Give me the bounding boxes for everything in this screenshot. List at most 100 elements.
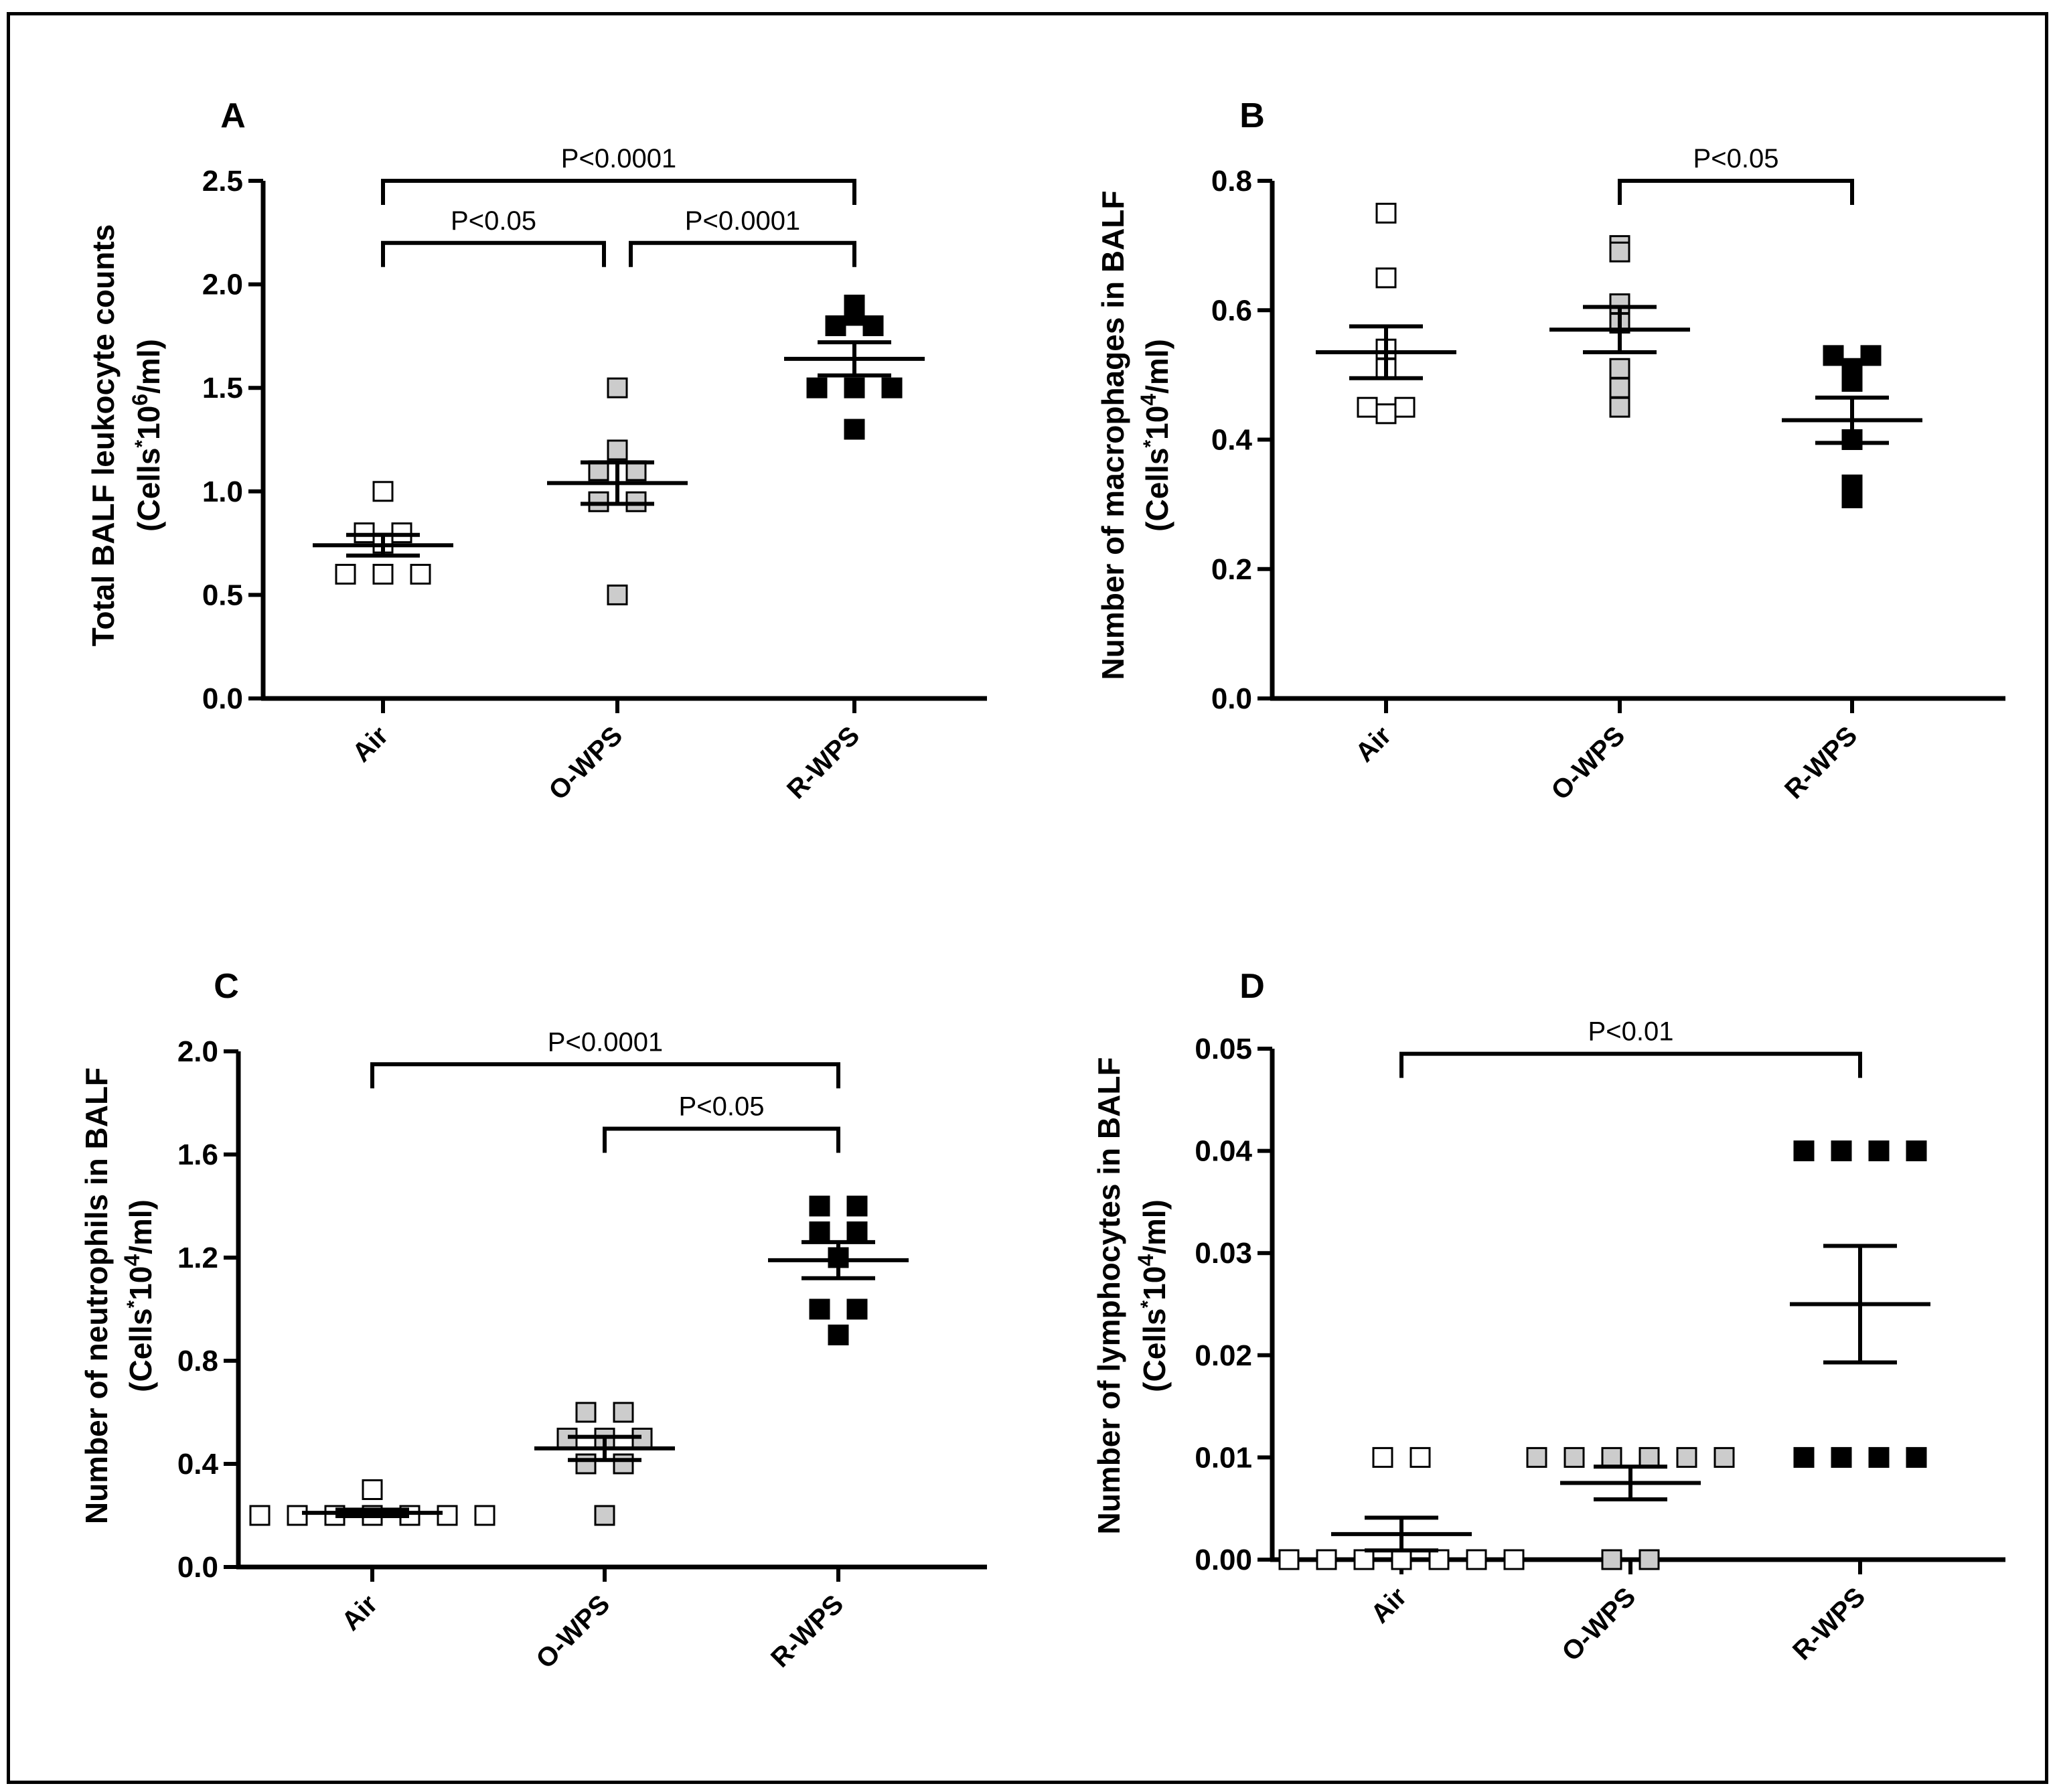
panel-letter: B — [1239, 96, 1265, 135]
y-axis-title: Number of neutrophils in BALF — [79, 1067, 114, 1524]
y-tick-label: 0.01 — [1195, 1441, 1252, 1474]
data-point-r-wps — [1860, 345, 1882, 366]
data-point-o-wps — [1638, 1446, 1660, 1468]
p-value-label: P<0.01 — [1588, 1017, 1674, 1047]
data-point-o-wps — [1526, 1446, 1547, 1468]
p-value-label: P<0.0001 — [561, 144, 676, 173]
data-point-r-wps — [844, 305, 865, 326]
data-point-o-wps — [1609, 377, 1630, 398]
y-tick-label: 0.0 — [202, 682, 243, 715]
data-point-o-wps — [588, 491, 609, 512]
y-tick-label: 0.4 — [177, 1448, 219, 1481]
data-point-r-wps — [1841, 371, 1863, 392]
data-point-air — [437, 1505, 458, 1526]
p-value-label: P<0.05 — [1693, 144, 1779, 173]
data-point-r-wps — [846, 1221, 868, 1242]
data-point-o-wps — [613, 1402, 634, 1423]
p-value-label: P<0.05 — [451, 206, 536, 236]
data-point-air — [1316, 1549, 1337, 1570]
data-point-r-wps — [881, 377, 903, 398]
y-tick-label: 2.0 — [177, 1035, 218, 1068]
data-point-o-wps — [607, 377, 628, 398]
x-category-label: O-WPS — [1556, 1582, 1641, 1667]
data-point-air — [1503, 1549, 1525, 1570]
data-point-o-wps — [575, 1453, 597, 1475]
data-point-air — [1466, 1549, 1487, 1570]
data-point-o-wps — [607, 439, 628, 461]
chart-panel-d: D Number of lymphocytes in BALF (Cells*104… — [1091, 967, 2005, 1667]
y-axis-unit: (Cells*104/ml) — [1136, 339, 1174, 532]
data-point-air — [1375, 202, 1397, 224]
x-category-label: Air — [1350, 721, 1397, 767]
panel-letter: C — [214, 967, 239, 1006]
data-point-o-wps — [594, 1505, 615, 1526]
y-tick-label: 2.0 — [202, 269, 243, 301]
x-category-label: R-WPS — [765, 1589, 849, 1673]
data-point-air — [249, 1505, 271, 1526]
chart-panel-b: B Number of macrophages in BALF (Cells*104… — [1095, 96, 2005, 806]
y-axis-title: Number of macrophages in BALF — [1095, 191, 1130, 680]
y-axis-unit: (Cells*106/ml) — [128, 339, 166, 532]
data-point-o-wps — [1564, 1446, 1585, 1468]
y-tick-label: 1.0 — [202, 475, 243, 508]
x-category-label: R-WPS — [781, 721, 865, 804]
data-point-air — [1428, 1549, 1450, 1570]
y-tick-label: 2.5 — [202, 165, 243, 198]
data-point-r-wps — [1793, 1140, 1815, 1162]
data-point-o-wps — [1601, 1549, 1622, 1570]
significance-bracket — [370, 1062, 840, 1089]
data-point-o-wps — [613, 1453, 634, 1475]
y-tick-label: 0.00 — [1195, 1544, 1252, 1576]
figure-frame — [7, 12, 2048, 1784]
data-point-r-wps — [809, 1221, 830, 1242]
data-point-air — [372, 563, 394, 585]
data-point-r-wps — [1823, 345, 1844, 366]
y-axis-title: Total BALF leukocyte counts — [86, 224, 121, 646]
data-point-air — [372, 481, 394, 502]
data-point-air — [354, 522, 375, 544]
chart-panel-c: C Number of neutrophils in BALF (Cells*104… — [79, 967, 987, 1674]
data-point-r-wps — [1831, 1446, 1852, 1468]
y-tick-label: 0.0 — [1211, 682, 1252, 715]
panel-letter: D — [1239, 967, 1265, 1006]
data-point-air — [474, 1505, 495, 1526]
data-point-air — [1375, 267, 1397, 289]
data-point-r-wps — [825, 315, 846, 336]
data-point-o-wps — [1609, 396, 1630, 418]
data-point-r-wps — [809, 1195, 830, 1217]
chart-panel-a: A Total BALF leukocyte counts (Cells*106/m… — [86, 96, 987, 806]
y-tick-label: 0.03 — [1195, 1237, 1252, 1270]
y-tick-label: 0.8 — [177, 1345, 218, 1377]
y-tick-label: 0.2 — [1211, 553, 1252, 586]
p-value-label: P<0.0001 — [548, 1027, 663, 1057]
data-point-o-wps — [625, 491, 647, 512]
y-tick-label: 0.02 — [1195, 1339, 1252, 1372]
y-axis-unit: (Cells*104/ml) — [120, 1199, 158, 1392]
x-category-label: R-WPS — [1787, 1582, 1871, 1665]
x-category-label: O-WPS — [530, 1589, 615, 1674]
data-point-o-wps — [1609, 293, 1630, 315]
data-point-r-wps — [862, 315, 884, 336]
y-tick-label: 0.05 — [1195, 1033, 1252, 1065]
significance-bracket — [1618, 179, 1854, 205]
data-point-o-wps — [1676, 1446, 1697, 1468]
data-point-r-wps — [844, 377, 865, 398]
y-tick-label: 0.8 — [1211, 165, 1252, 198]
significance-bracket — [1399, 1051, 1862, 1078]
y-tick-label: 0.04 — [1195, 1135, 1252, 1168]
x-category-label: O-WPS — [1545, 721, 1630, 806]
x-category-label: O-WPS — [543, 721, 628, 806]
data-point-air — [1375, 403, 1397, 425]
x-category-label: Air — [347, 721, 394, 767]
data-point-r-wps — [1906, 1140, 1927, 1162]
x-category-label: Air — [336, 1589, 383, 1636]
data-point-air — [1409, 1446, 1431, 1468]
y-axis-title: Number of lymphocytes in BALF — [1091, 1057, 1126, 1534]
significance-bracket — [629, 240, 856, 267]
data-point-air — [1394, 396, 1416, 418]
p-value-label: P<0.0001 — [685, 206, 800, 236]
y-tick-label: 1.6 — [177, 1138, 218, 1171]
data-point-r-wps — [1868, 1446, 1890, 1468]
x-category-label: Air — [1365, 1582, 1412, 1629]
